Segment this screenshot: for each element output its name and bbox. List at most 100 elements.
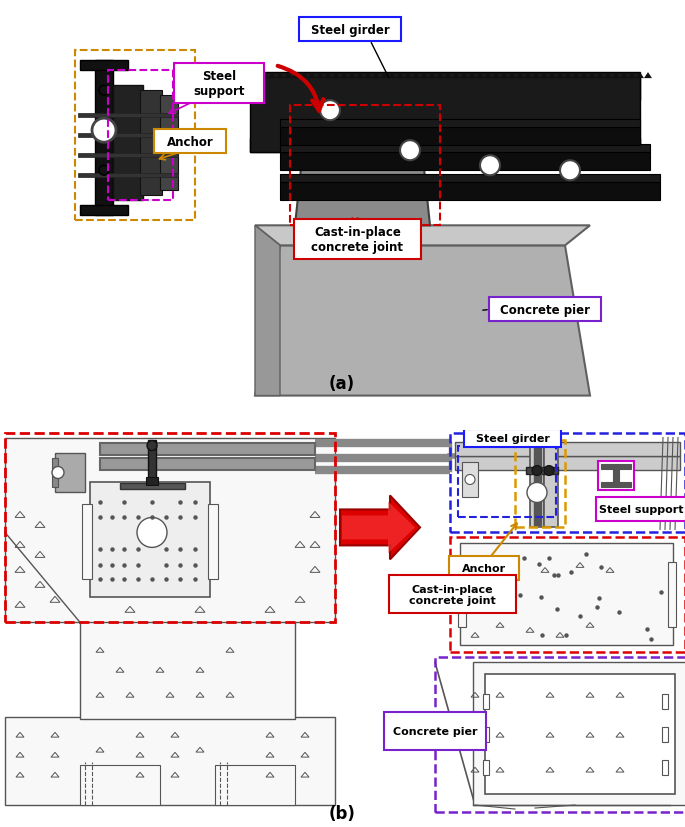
Polygon shape (356, 73, 364, 79)
FancyBboxPatch shape (464, 429, 561, 447)
Bar (82, 504, 92, 580)
Bar (120, 484, 185, 490)
Polygon shape (268, 73, 276, 79)
Bar (473, 662, 685, 805)
Bar (250, 139, 640, 153)
Polygon shape (428, 73, 436, 79)
Text: (a): (a) (329, 374, 355, 392)
Bar (455, 442, 680, 456)
Text: Steel girder: Steel girder (475, 433, 549, 443)
Bar (215, 765, 295, 805)
Polygon shape (604, 73, 612, 79)
Bar (140, 91, 162, 196)
FancyBboxPatch shape (384, 712, 486, 750)
Circle shape (99, 166, 109, 176)
Bar (250, 73, 640, 153)
FancyArrowPatch shape (277, 67, 323, 112)
Polygon shape (308, 73, 316, 79)
Bar (450, 433, 685, 533)
Polygon shape (324, 73, 332, 79)
Bar (250, 79, 640, 101)
Bar (5, 717, 335, 805)
Polygon shape (255, 246, 590, 396)
Polygon shape (444, 73, 452, 79)
Polygon shape (548, 73, 556, 79)
Bar (534, 444, 541, 526)
Bar (458, 562, 466, 628)
Bar (483, 695, 489, 710)
Circle shape (92, 119, 116, 143)
Bar (80, 206, 128, 216)
Polygon shape (364, 73, 372, 79)
Bar (598, 461, 634, 491)
Polygon shape (532, 73, 540, 79)
Polygon shape (260, 73, 268, 79)
Polygon shape (348, 73, 356, 79)
Text: Concrete pier: Concrete pier (393, 726, 477, 736)
Polygon shape (340, 73, 348, 79)
Polygon shape (300, 73, 308, 79)
Bar (668, 562, 676, 628)
Bar (78, 114, 178, 118)
Bar (290, 106, 440, 226)
Polygon shape (500, 73, 508, 79)
Bar (113, 86, 143, 201)
Circle shape (532, 466, 542, 476)
Bar (5, 438, 335, 623)
Bar (515, 440, 565, 528)
Polygon shape (468, 73, 476, 79)
FancyBboxPatch shape (174, 64, 264, 104)
Bar (80, 61, 128, 71)
Polygon shape (255, 226, 590, 246)
Bar (601, 464, 631, 469)
Polygon shape (492, 73, 500, 79)
Text: Concrete pier: Concrete pier (500, 304, 590, 317)
Polygon shape (628, 73, 636, 79)
Polygon shape (612, 73, 620, 79)
Polygon shape (342, 502, 415, 554)
Polygon shape (284, 73, 292, 79)
Bar (280, 128, 640, 146)
Polygon shape (540, 73, 548, 79)
Bar (450, 538, 685, 653)
Bar (280, 153, 650, 171)
Polygon shape (452, 73, 460, 79)
Polygon shape (564, 73, 572, 79)
Bar (100, 443, 315, 455)
Polygon shape (295, 131, 430, 226)
Polygon shape (420, 73, 428, 79)
FancyBboxPatch shape (299, 18, 401, 42)
FancyBboxPatch shape (389, 576, 516, 614)
Text: Anchor: Anchor (166, 136, 213, 149)
Bar (613, 468, 619, 483)
Text: Steel
support: Steel support (193, 70, 245, 98)
FancyBboxPatch shape (489, 298, 601, 322)
Bar (108, 71, 173, 201)
Polygon shape (404, 73, 412, 79)
Polygon shape (292, 73, 300, 79)
Text: Cast-in-place
concrete joint: Cast-in-place concrete joint (312, 226, 403, 254)
Bar (260, 96, 280, 146)
Bar (280, 145, 650, 153)
Bar (5, 433, 335, 623)
Bar (526, 467, 558, 475)
Polygon shape (588, 73, 596, 79)
Bar (78, 154, 178, 158)
Polygon shape (276, 73, 284, 79)
Bar (280, 120, 640, 128)
Circle shape (137, 518, 167, 547)
Text: Cast-in-place
concrete joint: Cast-in-place concrete joint (409, 584, 496, 605)
Circle shape (147, 441, 157, 451)
Polygon shape (516, 73, 524, 79)
Bar (80, 619, 295, 719)
Polygon shape (316, 73, 324, 79)
Bar (75, 51, 195, 221)
Polygon shape (476, 73, 484, 79)
Polygon shape (436, 73, 444, 79)
Bar (95, 61, 113, 216)
Polygon shape (596, 73, 604, 79)
Text: Steel support: Steel support (599, 504, 683, 515)
Bar (78, 134, 178, 138)
Bar (483, 727, 489, 742)
Text: (b): (b) (329, 804, 356, 822)
